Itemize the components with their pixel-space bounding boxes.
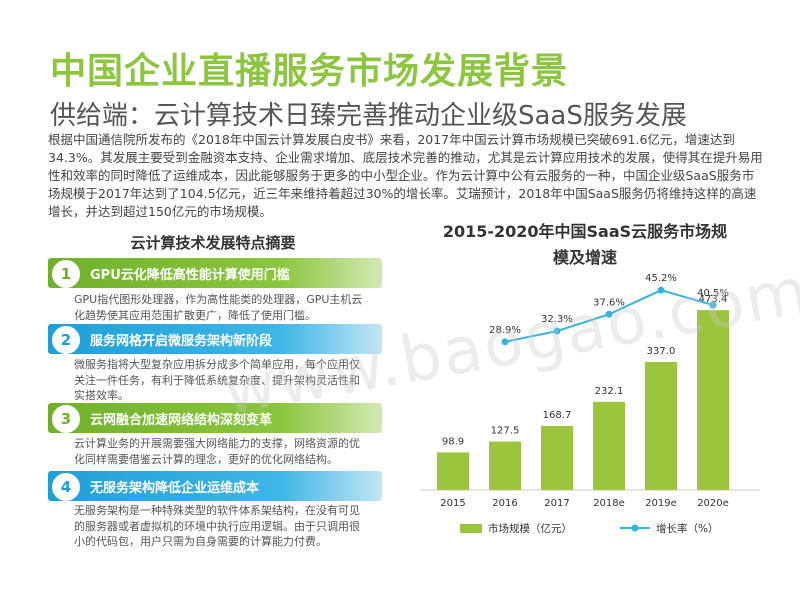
feature-bar-2: 2 服务网格开启微服务架构新阶段 xyxy=(48,324,382,354)
x-tick-label-2018e: 2018e xyxy=(593,498,625,509)
growth-point-2018e xyxy=(605,310,613,318)
chart-title-line-1: 2015-2020年中国SaaS云服务市场规 xyxy=(442,222,728,241)
feature-label-1: GPU云化降低高性能计算使用门槛 xyxy=(90,268,290,283)
feature-number-3: 3 xyxy=(52,405,80,433)
bar-2017 xyxy=(541,425,573,490)
growth-label-2018e: 37.6% xyxy=(593,297,625,308)
growth-label-2020e: 40.5% xyxy=(697,288,729,299)
x-tick-label-2015: 2015 xyxy=(440,498,465,509)
feature-label-4: 无服务架构降低企业运维成本 xyxy=(90,481,260,496)
growth-point-2019e xyxy=(657,286,665,294)
feature-desc-3: 云计算业务的开展需要强大网络能力的支撑，网络资源的优化同样需要借鉴云计算的理念，… xyxy=(74,437,360,466)
feature-number-4: 4 xyxy=(52,473,80,501)
legend-line-marker xyxy=(631,524,639,532)
feature-desc-1: GPU指代图形处理器，作为高性能类的处理器，GPU主机云化趋势使其应用范围扩散更… xyxy=(74,293,363,322)
bar-value-label-2020e: 473.4 xyxy=(699,294,728,305)
feature-desc-2: 微服务指将大型复杂应用拆分成多个简单应用，每个应用仅关注一件任务，有利于降低系统… xyxy=(74,358,360,402)
intro-paragraph: 根据中国通信院所发布的《2018年中国云计算发展白皮书》来看，2017年中国云计… xyxy=(48,132,763,219)
market-chart: 98.9 2015 127.5 2016 168.7 2017 232.1 2018e 337.… xyxy=(420,273,760,535)
feature-label-3: 云网融合加速网络结构深刻变革 xyxy=(90,413,273,428)
bar-value-label-2015: 98.9 xyxy=(442,436,464,447)
feature-bar-1: 1 GPU云化降低高性能计算使用门槛 xyxy=(48,258,382,288)
bar-value-label-2018e: 232.1 xyxy=(595,386,624,397)
feature-bar-4: 4 无服务架构降低企业运维成本 xyxy=(48,471,382,501)
page-title: 中国企业直播服务市场发展背景 xyxy=(50,51,569,92)
growth-label-2016: 28.9% xyxy=(489,325,521,336)
legend-line-label: 增长率（%） xyxy=(656,522,718,535)
feature-bar-3: 3 云网融合加速网络结构深刻变革 xyxy=(48,403,382,433)
growth-point-2017 xyxy=(553,327,561,335)
page-subtitle: 供给端：云计算技术日臻完善推动企业级SaaS服务发展 xyxy=(50,101,687,131)
growth-label-2017: 32.3% xyxy=(541,314,573,325)
chart-title: 2015-2020年中国SaaS云服务市场规 模及增速 xyxy=(420,219,750,271)
x-tick-label-2016: 2016 xyxy=(492,498,517,509)
chart-title-line-2: 模及增速 xyxy=(552,248,617,267)
x-tick-label-2019e: 2019e xyxy=(645,498,677,509)
growth-point-2016 xyxy=(501,338,509,346)
x-tick-label-2020e: 2020e xyxy=(697,498,729,509)
bar-2019e xyxy=(645,361,677,490)
feature-number-1: 1 xyxy=(52,260,80,288)
bar-value-label-2016: 127.5 xyxy=(491,426,520,437)
legend-bar-swatch xyxy=(460,524,482,533)
bar-value-label-2017: 168.7 xyxy=(543,410,572,421)
bar-2018e xyxy=(593,401,625,490)
legend-bar-label: 市场规模（亿元） xyxy=(488,522,572,535)
bar-value-label-2019e: 337.0 xyxy=(647,346,676,357)
bar-2015 xyxy=(437,452,469,490)
x-tick-label-2017: 2017 xyxy=(544,498,569,509)
growth-point-2020e xyxy=(709,301,717,309)
features-heading: 云计算技术发展特点摘要 xyxy=(130,234,296,252)
bar-2020e xyxy=(697,310,729,490)
feature-desc-4: 无服务架构是一种特殊类型的软件体系架结构，在没有可见的服务器或者虚拟机的环境中执… xyxy=(74,504,360,548)
feature-number-2: 2 xyxy=(52,326,80,354)
feature-label-2: 服务网格开启微服务架构新阶段 xyxy=(90,334,273,349)
bar-2016 xyxy=(489,441,521,490)
growth-label-2019e: 45.2% xyxy=(645,273,677,284)
